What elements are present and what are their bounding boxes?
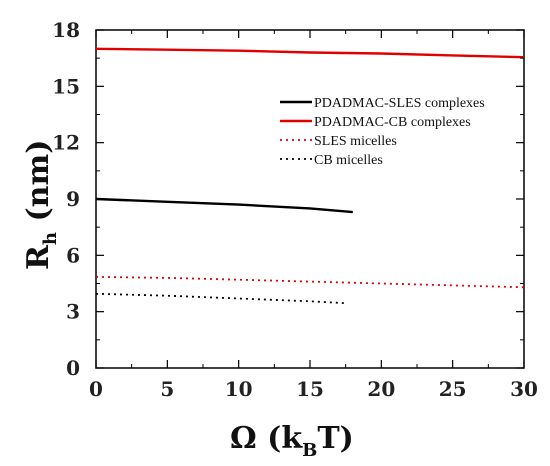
x-tick-label: 30 xyxy=(510,377,538,401)
legend: PDADMAC-SLES complexes PDADMAC-CB complex… xyxy=(280,96,485,168)
series-line xyxy=(95,47,525,59)
y-tick-label: 6 xyxy=(66,243,80,267)
x-tick-label: 10 xyxy=(225,377,253,401)
y-axis-title: Rh (nm) xyxy=(21,140,61,270)
y-tick-label: 9 xyxy=(66,187,80,211)
y-tick-label: 3 xyxy=(66,300,80,324)
y-tick-label: 0 xyxy=(66,356,80,380)
x-axis-title-tail: T) xyxy=(317,421,354,456)
x-axis-title-sub: B xyxy=(302,440,317,461)
x-tick-label: 0 xyxy=(89,377,103,401)
y-axis-title-sub: h xyxy=(40,232,61,245)
plot-area xyxy=(95,29,525,369)
x-tick-label: 20 xyxy=(367,377,395,401)
y-axis-title-main: R xyxy=(21,244,56,270)
series-line xyxy=(95,276,525,289)
legend-label: SLES micelles xyxy=(314,134,397,149)
x-tick-label: 25 xyxy=(439,377,467,401)
series-line xyxy=(95,197,353,214)
y-tick-label: 12 xyxy=(52,131,80,155)
x-axis-title: Ω (kBT) xyxy=(230,421,354,461)
series-layer xyxy=(95,47,525,305)
plot-frame xyxy=(95,29,525,369)
legend-label: PDADMAC-SLES complexes xyxy=(314,96,485,111)
series-line xyxy=(95,292,346,305)
x-tick-label: 15 xyxy=(296,377,324,401)
y-tick-label: 18 xyxy=(52,18,80,42)
legend-label: PDADMAC-CB complexes xyxy=(314,115,471,130)
x-axis-title-main: Ω (k xyxy=(230,421,303,456)
y-axis-title-tail: (nm) xyxy=(21,140,56,232)
ticks-layer: 0 5 10 15 20 25 30 0 3 6 9 12 15 18 xyxy=(52,18,538,401)
legend-label: CB micelles xyxy=(314,153,383,168)
y-tick-label: 15 xyxy=(52,74,80,98)
x-tick-label: 5 xyxy=(160,377,174,401)
